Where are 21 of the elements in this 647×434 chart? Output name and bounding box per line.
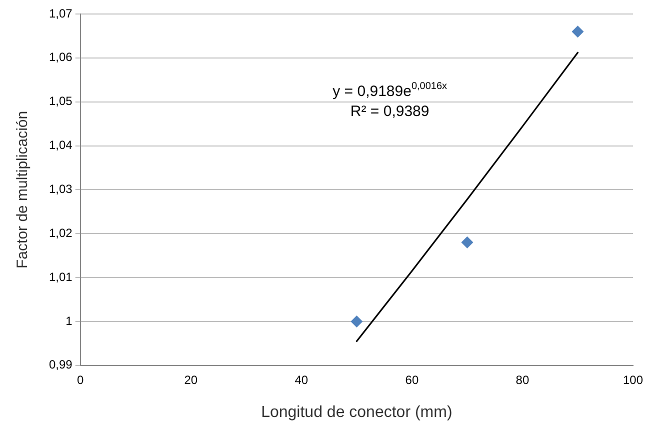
y-tick-label: 1,05: [48, 94, 73, 108]
point: [461, 236, 474, 248]
y-axis-title: Factor de multiplicación: [14, 110, 32, 268]
x-tick-label: 60: [405, 372, 419, 387]
x-tick-label: 20: [184, 372, 198, 387]
y-tick-label: 1,04: [48, 138, 73, 152]
y-tick-label: 1,07: [48, 6, 73, 20]
y-tick-label: 1,06: [48, 50, 73, 64]
y-tick-label: 1,02: [48, 226, 73, 240]
x-tick-label: 0: [77, 372, 84, 387]
y-tick-label: 1: [66, 314, 73, 328]
x-tick-label: 100: [622, 372, 644, 387]
y-tick-label: 1,01: [48, 270, 73, 284]
annotation: R² = 0,9389: [350, 103, 430, 120]
point: [350, 315, 363, 328]
x-tick-label: 80: [516, 372, 530, 387]
x-axis-title: Longitud de conector (mm): [261, 404, 452, 421]
x-tick-label: 40: [294, 372, 308, 387]
y-tick-label: 1,03: [48, 182, 73, 196]
y-tick-label: 0,99: [48, 358, 73, 372]
point: [572, 26, 584, 38]
